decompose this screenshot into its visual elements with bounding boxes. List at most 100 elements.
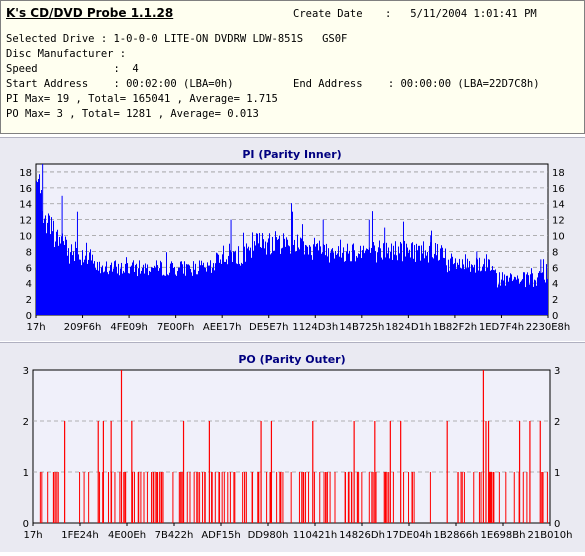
pi-y-tick-label: 16 [19, 184, 32, 195]
po-bar [411, 472, 413, 523]
pi-x-tick-label: 2230E8h [526, 322, 570, 333]
pi-bar [449, 270, 450, 315]
po-bar [218, 472, 220, 523]
pi-bar [58, 245, 59, 315]
pi-peak-bar [42, 164, 44, 315]
po-peak-bar [485, 421, 487, 523]
po-peak-bar [208, 421, 210, 523]
pi-bar [240, 265, 241, 315]
pi-bar [413, 258, 414, 315]
pi-bar [355, 261, 356, 315]
pi-bar [446, 265, 447, 315]
pi-bar [481, 270, 482, 315]
pi-bar [415, 261, 416, 315]
pi-bar [116, 266, 117, 315]
pi-bar [92, 254, 93, 315]
po-y-tick-label: 0 [23, 519, 29, 530]
pi-bar [528, 275, 529, 315]
pi-bar [281, 248, 282, 315]
po-bar [258, 472, 260, 523]
pi-bar [404, 240, 405, 315]
pi-bar [211, 272, 212, 315]
pi-bar [91, 260, 92, 315]
pi-bar [244, 246, 245, 315]
pi-bar [53, 220, 54, 315]
pi-bar [380, 248, 381, 315]
pi-bar [241, 262, 242, 315]
pi-bar [357, 257, 358, 315]
po-peak-bar [131, 421, 133, 523]
pi-bar [377, 252, 378, 315]
pi-y-tick-label-right: 0 [552, 311, 558, 322]
pi-bar [194, 269, 195, 315]
pi-bar [75, 241, 76, 315]
pi-bar [385, 257, 386, 315]
po-bar [107, 472, 109, 523]
po-chart-title: PO (Parity Outer) [238, 353, 345, 366]
po-bar [478, 472, 480, 523]
pi-bar [334, 258, 335, 315]
pi-bar [52, 231, 53, 315]
po-bar [161, 472, 163, 523]
pi-bar [503, 280, 504, 315]
pi-x-tick-label: 17h [26, 322, 45, 333]
pi-bar [126, 257, 127, 315]
pi-bar [340, 239, 341, 315]
po-bar [179, 472, 181, 523]
pi-bar [311, 255, 312, 315]
pi-bar [249, 250, 250, 315]
pi-bar [309, 245, 310, 315]
pi-bar [336, 254, 337, 315]
pi-bar [187, 264, 188, 315]
po-bar [244, 472, 246, 523]
po-bar [178, 472, 180, 523]
pi-bar [55, 241, 56, 315]
pi-bar [429, 245, 430, 315]
pi-bar [114, 261, 115, 315]
pi-bar [409, 249, 410, 315]
pi-bar [343, 247, 344, 315]
pi-bar [411, 243, 412, 315]
pi-bar [140, 273, 141, 315]
pi-bar [251, 257, 252, 315]
pi-bar [315, 246, 316, 315]
pi-peak-bar [292, 211, 293, 315]
pi-bar [203, 262, 204, 315]
pi-bar [255, 245, 256, 315]
pi-bar [165, 275, 166, 315]
po-bar [313, 472, 315, 523]
po-bar [457, 472, 459, 523]
pi-bar [524, 272, 525, 315]
pi-bar [317, 243, 318, 315]
pi-bar [192, 275, 193, 315]
pi-bar [526, 274, 527, 315]
po-bar [347, 472, 349, 523]
pi-y-tick-label-right: 2 [552, 295, 558, 306]
pi-bar [48, 213, 49, 315]
pi-bar [530, 274, 531, 315]
pi-bar [467, 258, 468, 315]
pi-bar [261, 247, 262, 315]
po-x-tick-label: DD980h [248, 530, 289, 541]
po-bar [542, 472, 544, 523]
pi-bar [453, 264, 454, 315]
po-bar [133, 472, 135, 523]
po-bar [356, 472, 358, 523]
po-bar [79, 472, 81, 523]
po-peak-bar [482, 370, 484, 523]
po-bar [276, 472, 278, 523]
po-bar [234, 472, 236, 523]
pi-bar [396, 255, 397, 315]
po-bar [197, 472, 199, 523]
po-bar [334, 472, 336, 523]
po-bar [326, 472, 328, 523]
pi-y-tick-label-right: 14 [552, 200, 565, 211]
pi-bar [444, 258, 445, 315]
pi-bar [117, 273, 118, 315]
po-chart: PO (Parity Outer) 0 0 1 1 2 2 3 3 17h 1FE24h 4E00E… [23, 353, 573, 541]
po-bar [143, 472, 145, 523]
pi-bar [433, 258, 434, 315]
po-x-tick-label: 1E698Bh [481, 530, 526, 541]
po-bar [522, 472, 524, 523]
pi-bar [198, 271, 199, 315]
